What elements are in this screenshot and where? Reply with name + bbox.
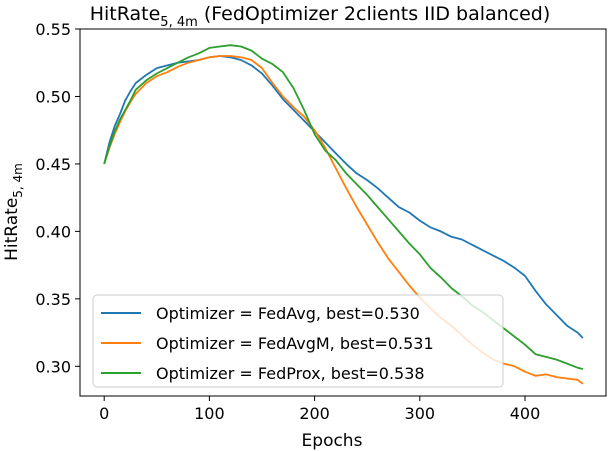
- legend-label-2: Optimizer = FedProx, best=0.538: [156, 364, 425, 383]
- x-tick-label: 200: [299, 404, 330, 423]
- y-tick-label: 0.50: [35, 87, 71, 106]
- chart-title: HitRate5, 4m (FedOptimizer 2clients IID …: [90, 3, 551, 30]
- x-axis: 0 100 200 300 400: [99, 396, 540, 423]
- y-axis-label-base: HitRate: [2, 198, 22, 261]
- plot-frame: [79, 28, 607, 397]
- x-tick-label: 400: [510, 404, 541, 423]
- y-tick-label: 0.55: [35, 20, 71, 39]
- legend: Optimizer = FedAvg, best=0.530 Optimizer …: [92, 294, 504, 388]
- title-base: HitRate: [90, 3, 161, 25]
- y-tick-label: 0.40: [35, 222, 71, 241]
- series-line-0: [103, 55, 584, 339]
- title-rest: (FedOptimizer 2clients IID balanced): [198, 3, 551, 25]
- plot-area: 0 100 200 300 400 0.30 0.35 0.40 0.45 0.50 0.55: [35, 20, 607, 423]
- y-axis-label: HitRate5, 4m: [2, 163, 25, 261]
- x-axis-label: Epochs: [302, 431, 363, 451]
- legend-label-1: Optimizer = FedAvgM, best=0.531: [156, 334, 434, 353]
- x-tick-label: 0: [99, 404, 109, 423]
- title-subscript: 5, 4m: [160, 15, 197, 30]
- y-axis: 0.30 0.35 0.40 0.45 0.50 0.55: [35, 20, 80, 376]
- y-tick-label: 0.45: [35, 155, 71, 174]
- legend-label-0: Optimizer = FedAvg, best=0.530: [156, 304, 420, 323]
- x-tick-label: 300: [405, 404, 436, 423]
- y-tick-label: 0.35: [35, 290, 71, 309]
- legend-box: [92, 294, 504, 388]
- y-tick-label: 0.30: [35, 357, 71, 376]
- x-tick-label: 100: [194, 404, 225, 423]
- y-axis-label-subscript: 5, 4m: [11, 163, 25, 198]
